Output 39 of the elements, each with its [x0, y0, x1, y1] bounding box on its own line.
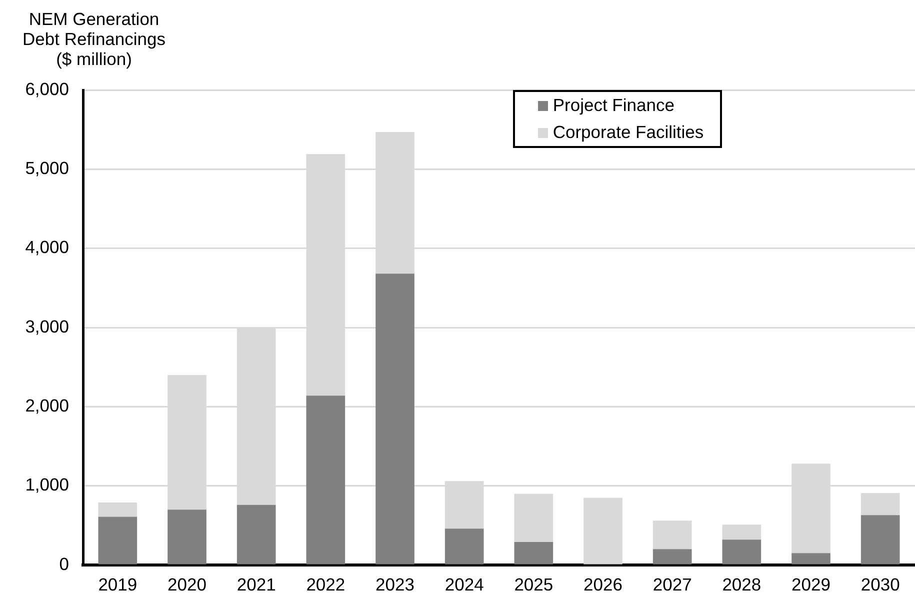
bar	[98, 502, 138, 517]
bar	[98, 516, 138, 564]
x-tick-label: 2020	[168, 574, 207, 593]
x-tick-label: 2019	[98, 574, 138, 593]
y-axis-title: NEM Generation Debt Refinancings ($ million)	[22, 9, 166, 69]
x-tick-label: 2030	[860, 574, 900, 593]
y-tick-label: 2,000	[25, 395, 70, 416]
bar	[444, 528, 484, 564]
bar	[860, 492, 900, 516]
bar	[168, 510, 206, 564]
bar	[236, 504, 276, 564]
x-tick-label: 2022	[306, 574, 346, 593]
x-tick-label: 2029	[792, 574, 830, 593]
bar	[652, 520, 692, 550]
y-tick-label: 0	[59, 554, 70, 574]
y-tick-label: 5,000	[25, 158, 70, 178]
legend-label: Project Finance	[552, 95, 674, 116]
bar	[792, 553, 830, 564]
x-tick-label: 2026	[584, 574, 622, 593]
y-tick-label: 4,000	[25, 237, 70, 258]
y-tick-label: 6,000	[25, 78, 70, 99]
bar	[860, 515, 900, 564]
bar	[722, 540, 762, 564]
x-tick-label: 2025	[514, 574, 554, 593]
x-tick-label: 2027	[652, 574, 692, 593]
x-tick-label: 2024	[444, 574, 484, 593]
bar	[306, 396, 346, 564]
x-tick-label: 2023	[376, 574, 414, 593]
x-tick-label: 2021	[236, 574, 276, 593]
bar	[652, 549, 692, 564]
bar	[584, 498, 622, 564]
y-tick-label: 3,000	[25, 316, 70, 336]
y-tick-label: 1,000	[25, 474, 70, 495]
bar	[514, 494, 554, 542]
x-tick-label: 2028	[722, 574, 762, 593]
bar	[376, 274, 414, 564]
bar	[722, 524, 762, 540]
bar	[514, 542, 554, 564]
legend-label: Corporate Facilities	[552, 122, 704, 143]
